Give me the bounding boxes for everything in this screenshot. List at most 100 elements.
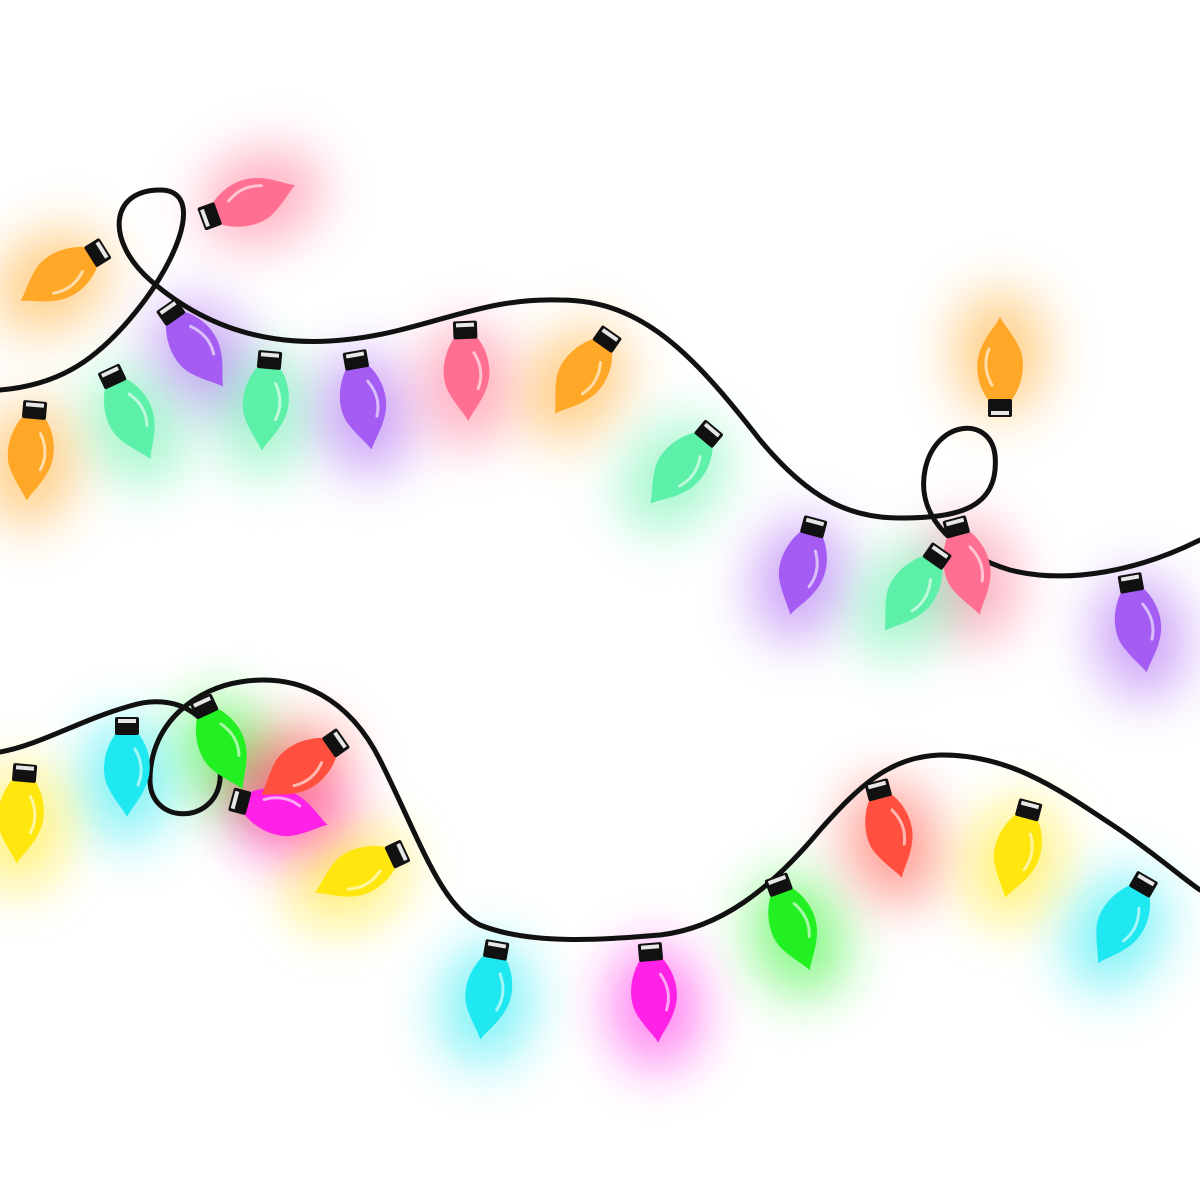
light-bulb-magenta bbox=[631, 942, 677, 1043]
bulb-highlight bbox=[495, 972, 505, 1012]
bulb-body bbox=[554, 338, 613, 414]
bulb-highlight bbox=[273, 382, 282, 422]
bulb-highlight bbox=[1122, 906, 1141, 943]
glow-layer bbox=[0, 149, 1187, 1069]
bulb-body bbox=[865, 793, 913, 878]
socket-collar bbox=[1020, 800, 1040, 810]
bulb-highlight bbox=[219, 722, 241, 757]
light-bulb-purple bbox=[156, 298, 224, 387]
bulb-body bbox=[20, 246, 98, 302]
bulb-body bbox=[631, 957, 677, 1043]
socket-collar bbox=[333, 731, 347, 749]
bulb-body bbox=[650, 432, 713, 504]
bulb-highlight bbox=[227, 184, 263, 203]
socket-collar bbox=[100, 366, 120, 378]
light-bulb-mint bbox=[650, 420, 723, 504]
bulb-highlight bbox=[677, 455, 702, 488]
bulb-body bbox=[943, 530, 991, 615]
bulb-highlight bbox=[580, 361, 602, 396]
bulb-body bbox=[196, 708, 247, 790]
bulb-highlight bbox=[38, 432, 47, 472]
bulb-highlight bbox=[28, 795, 37, 835]
light-bulb-orange bbox=[20, 238, 111, 302]
socket-collar bbox=[396, 842, 408, 862]
bulb-body bbox=[339, 364, 387, 450]
bulb-socket bbox=[84, 238, 111, 267]
socket-collar bbox=[230, 790, 240, 810]
light-bulb-red bbox=[261, 728, 350, 796]
bulb-body bbox=[884, 555, 943, 631]
light-bulb-mint bbox=[242, 350, 289, 451]
bulb-body bbox=[104, 378, 155, 460]
socket-collar bbox=[192, 696, 212, 708]
socket-collar bbox=[159, 301, 177, 315]
bulb-body bbox=[1114, 587, 1162, 673]
bulb-highlight bbox=[807, 549, 819, 589]
bulb-socket bbox=[156, 298, 186, 326]
socket-collar bbox=[200, 208, 210, 228]
bulb-highlight bbox=[262, 796, 302, 808]
light-bulb-orange bbox=[554, 325, 622, 414]
bulb-highlight bbox=[1022, 832, 1034, 872]
light-bulb-yellow bbox=[0, 763, 44, 864]
bulb-highlight bbox=[52, 270, 84, 295]
bulb-layer bbox=[0, 178, 1162, 1043]
socket-collar bbox=[767, 875, 787, 885]
socket-collar bbox=[260, 352, 280, 358]
wire-layer bbox=[0, 187, 1200, 942]
socket-collar bbox=[487, 941, 507, 949]
light-bulb-cyan bbox=[104, 717, 150, 817]
bulb-body bbox=[314, 846, 396, 897]
bulb-highlight bbox=[658, 972, 670, 1012]
bulb-body bbox=[261, 737, 337, 796]
socket-collar bbox=[601, 328, 619, 342]
bulb-socket bbox=[384, 840, 411, 869]
bulb-body bbox=[768, 887, 817, 971]
socket-collar bbox=[1120, 574, 1140, 582]
socket-collar bbox=[640, 944, 660, 950]
light-bulb-mint bbox=[98, 363, 155, 460]
bulb-highlight bbox=[1141, 602, 1155, 641]
bulb-body bbox=[165, 311, 224, 387]
light-bulb-orange bbox=[977, 317, 1023, 417]
bulb-socket bbox=[922, 542, 952, 570]
bulb-socket bbox=[98, 363, 127, 390]
socket-collar bbox=[15, 765, 35, 771]
socket-collar bbox=[991, 411, 1009, 415]
light-bulb-pink bbox=[197, 178, 296, 231]
bulb-highlight bbox=[366, 379, 380, 418]
bulb-highlight bbox=[910, 578, 932, 613]
socket-collar bbox=[345, 351, 365, 359]
light-bulb-mint bbox=[884, 542, 952, 631]
socket-collar bbox=[455, 322, 475, 328]
socket-collar bbox=[867, 780, 887, 790]
bulb-socket bbox=[592, 325, 622, 353]
light-bulb-yellow bbox=[993, 798, 1043, 898]
bulb-highlight bbox=[792, 902, 811, 938]
light-bulb-orange bbox=[7, 400, 54, 501]
socket-collar bbox=[931, 545, 949, 559]
light-bulb-pink bbox=[443, 320, 490, 421]
light-bulb-cyan bbox=[465, 939, 513, 1040]
light-bulb-purple bbox=[339, 349, 387, 450]
bulb-highlight bbox=[984, 347, 994, 387]
light-bulb-pink bbox=[942, 515, 991, 615]
bulb-socket bbox=[322, 728, 350, 758]
bulb-socket bbox=[694, 420, 723, 448]
bulb-socket bbox=[190, 693, 219, 720]
bulb-highlight bbox=[968, 545, 985, 583]
light-bulb-green bbox=[764, 872, 817, 971]
light-bulb-magenta bbox=[228, 787, 328, 837]
bulb-highlight bbox=[127, 392, 149, 427]
socket-collar bbox=[945, 517, 965, 527]
bulb-highlight bbox=[347, 869, 382, 891]
bulb-body bbox=[212, 178, 296, 227]
socket-collar bbox=[95, 241, 109, 259]
bulb-highlight bbox=[133, 747, 143, 787]
socket-collar bbox=[805, 517, 825, 527]
light-bulb-purple bbox=[778, 515, 828, 615]
wire-lower-strand bbox=[0, 677, 1200, 942]
light-bulb-red bbox=[864, 778, 913, 878]
